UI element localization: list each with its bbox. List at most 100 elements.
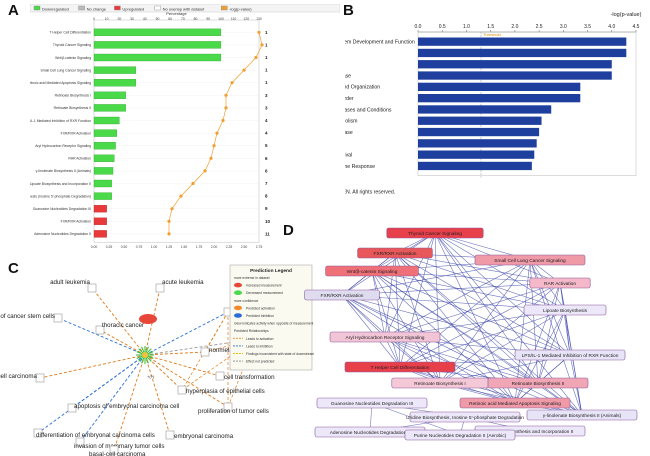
category-label: Retinoate Biosynthesis II xyxy=(54,106,91,110)
bar-downregulated xyxy=(93,91,126,99)
network-edge xyxy=(384,259,531,338)
bar-downregulated xyxy=(93,167,114,175)
top-tick-label: 130 xyxy=(256,17,262,21)
tick-label: 2.5 xyxy=(536,24,543,30)
pathway-label: FXR/RXR Activation xyxy=(321,293,364,299)
bottom-tick-label: 1.75 xyxy=(196,245,203,249)
pvalue-point xyxy=(203,169,207,173)
node-label: basal-cell carcinoma xyxy=(89,451,146,456)
node-label: thoracic cancer xyxy=(102,322,144,329)
pathway-label: Retinoic acid Mediated Apoptosis Signali… xyxy=(469,401,561,407)
top-tick-label: 90 xyxy=(206,17,210,21)
node-label: cell transformation xyxy=(224,374,275,381)
node-label: inhibition of cancer stem cells xyxy=(0,313,55,320)
legend-box xyxy=(229,264,313,371)
pvalue-point xyxy=(191,181,195,186)
node-label: hyperplasia of epithelial cells xyxy=(186,388,265,395)
network-edge xyxy=(564,309,583,416)
edge xyxy=(39,354,146,379)
edge xyxy=(144,351,206,356)
category-label: Adenosine Nucleotides Degradation II xyxy=(34,232,91,236)
edge xyxy=(91,287,146,356)
pathway-node xyxy=(316,397,428,409)
network-edge xyxy=(371,270,566,311)
tick-label: 3.5 xyxy=(584,24,591,30)
edge xyxy=(79,354,146,443)
pathway-label: Uridine Biosynthesis, Inosine 5'-phospha… xyxy=(406,415,524,421)
bar-downregulated xyxy=(93,79,137,87)
count-label: 4 xyxy=(265,118,268,123)
bottom-tick-label: 1.00 xyxy=(151,245,158,249)
edge xyxy=(144,354,229,408)
top-tick-label: 10 xyxy=(105,17,109,21)
axis-title: -log(p-value) xyxy=(611,12,642,18)
category-label: Lipoate Biosynthesis and Incorporation I… xyxy=(30,182,91,186)
count-label: 3 xyxy=(265,93,268,98)
category-label: Carbohydrate Metabolism xyxy=(345,119,357,125)
pathway-label: Purine Nucleotides Degradation II (Aerob… xyxy=(414,433,507,439)
network-edge xyxy=(439,309,566,384)
network-edge xyxy=(537,309,566,384)
legend-label: -log(p-value) xyxy=(229,7,252,12)
bottom-tick-label: 0.25 xyxy=(106,245,113,249)
network-edge xyxy=(371,270,583,416)
bar-downregulated xyxy=(93,129,117,137)
top-tick-label: 80 xyxy=(194,17,198,21)
bar xyxy=(418,71,612,80)
category-label: Aryl Hydrocarbon Receptor Signaling xyxy=(35,144,91,148)
legend-swatch xyxy=(154,5,161,11)
pathway-node xyxy=(526,409,638,421)
pathway-label: LPS/IL-1 Mediated Inhibition of RXR Func… xyxy=(522,353,619,359)
bar xyxy=(418,139,537,148)
legend-swatch xyxy=(234,305,242,311)
pvalue-point xyxy=(242,68,246,72)
node-label: adult leukemia xyxy=(50,279,90,286)
pathway-label: Thyroid Cancer Signaling xyxy=(408,231,462,237)
node-label: proliferation of tumor cells xyxy=(198,408,269,415)
legend-item-label: Increased measurement xyxy=(246,284,282,288)
bar-downregulated xyxy=(93,41,222,49)
network-edge xyxy=(384,336,539,384)
category-label: γ-linolenate Biosynthesis II (Animals) xyxy=(36,169,91,173)
edge xyxy=(144,354,183,391)
count-label: 1 xyxy=(265,80,268,85)
tick-label: 1.5 xyxy=(487,24,494,30)
pvalue-point xyxy=(224,106,228,110)
pvalue-point xyxy=(230,81,234,85)
tick-label: 3.0 xyxy=(560,24,567,30)
pathway-node xyxy=(409,411,521,423)
count-label: 3 xyxy=(265,105,268,110)
legend-box xyxy=(30,4,340,13)
legend-item-label: Decreased measurement xyxy=(246,291,283,295)
pathway-label: RAR Activation xyxy=(544,281,576,287)
legend-swatch xyxy=(114,5,121,11)
node-label: invasion of mammary tumor cells xyxy=(74,443,164,450)
network-edge xyxy=(399,282,561,368)
category-label: Cellular Assembly and Organization xyxy=(345,85,380,91)
pvalue-point xyxy=(170,207,174,211)
pathway-label: Adenosine Nucleotides Degradation II xyxy=(330,430,411,436)
pathway-node xyxy=(529,277,591,289)
panel-a-chart: Downregulated No change Upregulated No over… xyxy=(30,4,340,249)
network-edge xyxy=(341,294,386,338)
network-node xyxy=(223,402,233,412)
node-label: embryonal carcinoma xyxy=(174,433,234,440)
pathway-label: Lipoate Biosynthesis xyxy=(543,308,588,314)
bar-upregulated xyxy=(93,217,107,225)
count-label: 4 xyxy=(265,131,268,136)
pathway-node xyxy=(304,289,380,301)
pathway-label: Wnt/β-catenin Signaling xyxy=(347,269,398,275)
top-tick-label: 30 xyxy=(130,17,134,21)
pathway-node xyxy=(523,304,607,316)
count-label: 9 xyxy=(265,206,268,211)
node-label: apoptosis of embryonal carcinoma cell xyxy=(74,403,179,410)
category-label: Cell-mediated Immune Response xyxy=(345,164,375,170)
network-edge xyxy=(559,282,571,356)
panel-a-letter: A xyxy=(8,2,19,19)
network-node xyxy=(215,371,225,381)
category-label: FXR/RXR Activation xyxy=(61,131,91,135)
bottom-tick-label: 2.00 xyxy=(211,245,218,249)
network-edge xyxy=(434,232,566,311)
bar xyxy=(418,48,627,58)
